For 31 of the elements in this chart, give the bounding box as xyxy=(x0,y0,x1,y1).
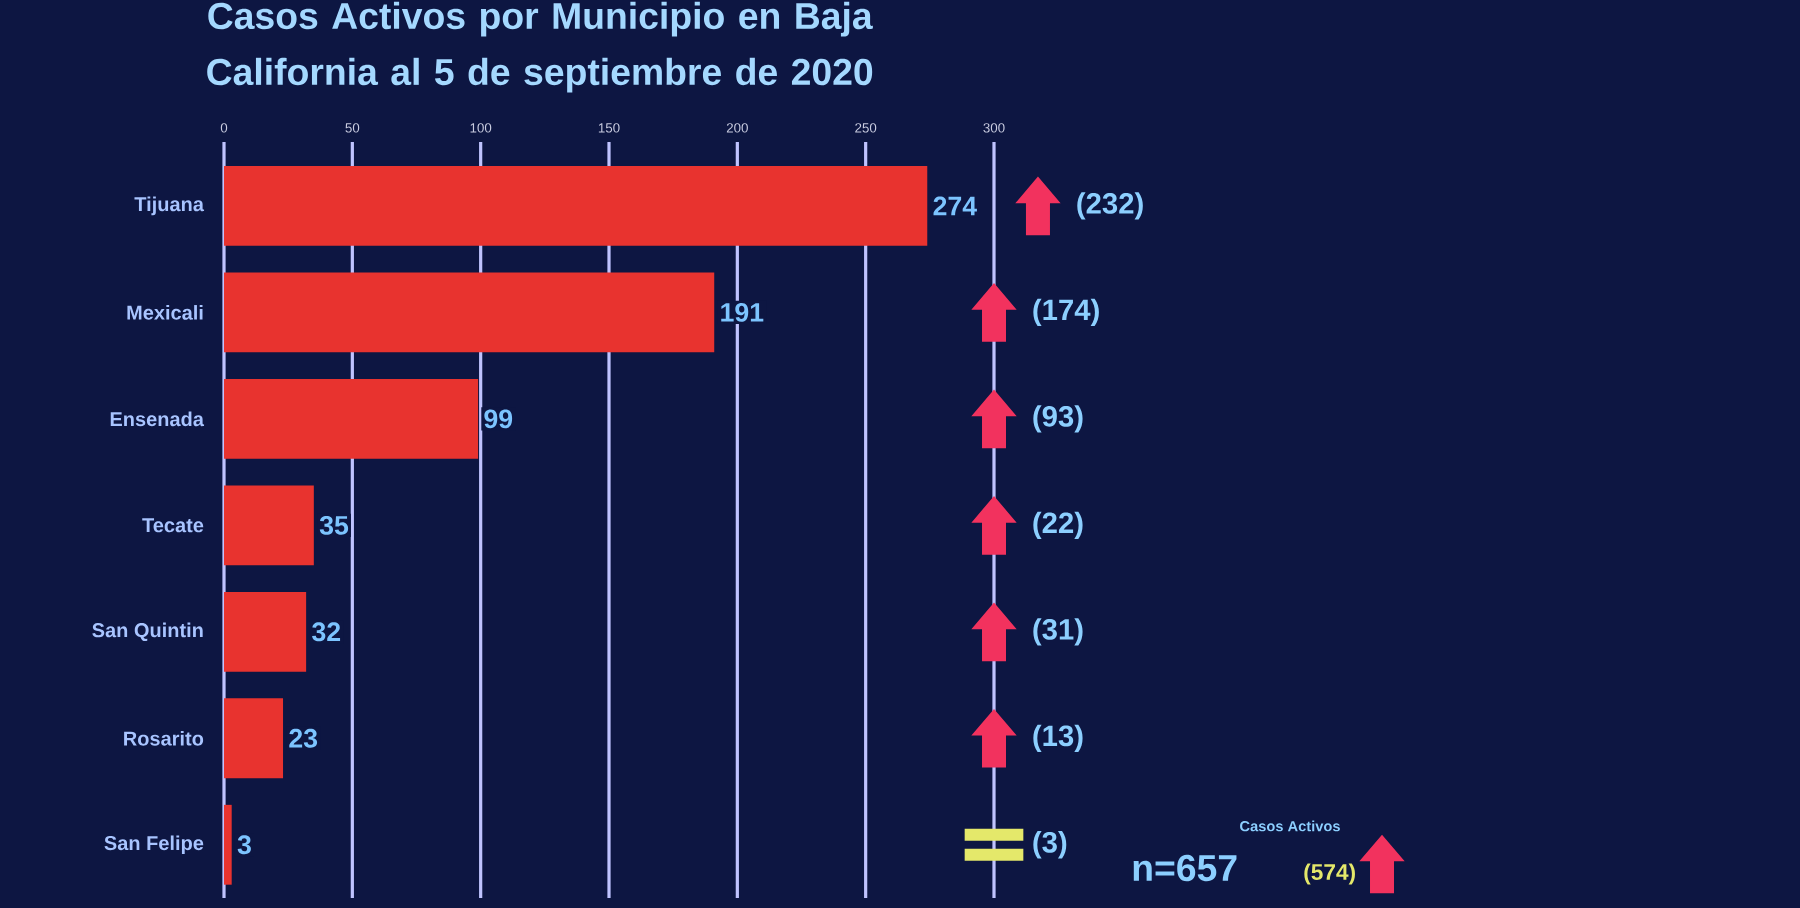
text: (174) xyxy=(1033,298,1099,327)
text: n=657 xyxy=(1133,854,1237,882)
text: (574) xyxy=(1304,863,1355,885)
y-tick-label: Ensenada xyxy=(110,411,205,427)
text: (31) xyxy=(1033,618,1083,646)
data-label: 35 xyxy=(319,515,349,535)
bar xyxy=(224,804,232,885)
bar xyxy=(224,485,314,566)
y-tick-label: San Felipe xyxy=(104,835,204,855)
bar xyxy=(224,272,715,353)
data-label: 23 xyxy=(289,728,318,748)
bar xyxy=(224,165,928,246)
data-label: 191 xyxy=(721,302,764,322)
y-tick-label: Tijuana xyxy=(134,196,205,216)
bar xyxy=(224,591,307,672)
data-label: 99 xyxy=(484,409,513,429)
text: (3) xyxy=(1033,831,1067,859)
text: (93) xyxy=(1033,405,1083,433)
text: (232) xyxy=(1077,192,1143,220)
bar xyxy=(224,378,479,459)
chart-title: Casos Activos por Municipio en Baja California al 5 de septiembre de 2020 xyxy=(207,1,873,93)
bar xyxy=(224,698,284,779)
data-label: 3 xyxy=(237,835,251,855)
text: (22) xyxy=(1033,511,1083,539)
text: (13) xyxy=(1033,724,1083,752)
y-tick-label: San Quintin xyxy=(92,622,203,642)
y-tick-label: Tecate xyxy=(142,518,204,533)
data-label: 32 xyxy=(312,622,341,642)
data-label: 274 xyxy=(933,196,977,216)
y-tick-label: Rosarito xyxy=(124,730,204,746)
y-tick-label: Mexicali xyxy=(127,305,203,320)
